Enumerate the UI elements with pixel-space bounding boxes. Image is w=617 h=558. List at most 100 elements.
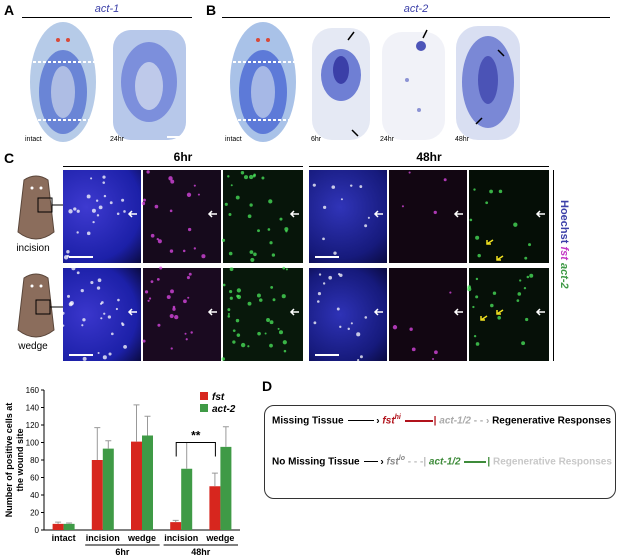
cell-dot	[350, 322, 353, 325]
group-label: 6hr	[115, 547, 130, 557]
bar-fst-3	[170, 522, 182, 530]
cell-dot	[252, 174, 256, 178]
cell-dot	[157, 323, 161, 327]
cell-dot	[347, 327, 350, 331]
cell-dot	[187, 227, 192, 232]
cell-dot	[100, 301, 104, 304]
tile-label: intact	[225, 136, 242, 143]
cell-dot	[109, 201, 113, 205]
cell-dot	[169, 249, 174, 253]
dashed-arrow-grey: - - ›	[473, 415, 490, 427]
panel-b-title: act-2	[403, 3, 429, 15]
tile-label: 24hr	[380, 136, 395, 143]
act2-6hr-image: 6hr	[308, 20, 374, 145]
cell-dot	[235, 195, 240, 200]
tile-label: 48hr	[455, 136, 470, 143]
time-header-48hr: 48hr	[416, 150, 442, 164]
cell-dot	[322, 237, 325, 241]
cell-dot	[408, 171, 411, 174]
cell-dot	[364, 316, 368, 319]
stain-fst-label: fst	[558, 246, 570, 260]
cell-dot	[86, 231, 91, 236]
cell-dot	[102, 355, 107, 360]
cell-dot	[318, 273, 322, 276]
cell-dot	[110, 332, 114, 336]
cell-dot	[69, 301, 74, 306]
act2-48hr-image: 48hr	[452, 20, 524, 145]
cell-dot	[364, 224, 368, 228]
cell-dot	[489, 189, 493, 194]
cell-dot	[256, 293, 261, 298]
legend-swatch-fst	[200, 392, 208, 400]
cell-dot	[117, 298, 120, 302]
significance-label: **	[191, 429, 201, 443]
cell-dot	[513, 222, 518, 227]
cell-dot	[221, 357, 225, 361]
cell-dot	[121, 198, 125, 202]
inhibit-bar-green-icon: |	[487, 456, 491, 468]
cell-dot	[186, 276, 190, 280]
row-label-incision: incision	[16, 243, 50, 254]
cell-dot	[285, 268, 288, 271]
cell-dot	[63, 324, 65, 327]
wound-arrow-icon	[453, 210, 463, 218]
cell-dot	[86, 194, 91, 199]
x-category-label: incision	[164, 533, 198, 543]
cell-dot	[497, 315, 501, 320]
cell-dot	[107, 315, 112, 319]
response-active: Regenerative Responses	[492, 415, 612, 427]
cell-dot	[240, 171, 245, 175]
cell-dot	[103, 312, 106, 315]
cell-dot	[76, 231, 79, 234]
cell-dot	[249, 174, 254, 180]
cell-dot	[168, 176, 173, 181]
cell-dot	[193, 184, 196, 187]
legend-label-act-2: act-2	[212, 404, 236, 415]
wound-arrow-icon	[207, 308, 217, 316]
cell-dot	[272, 298, 276, 302]
micrograph-overlay	[63, 170, 545, 362]
y-tick-label: 160	[26, 386, 40, 395]
cell-dot	[516, 299, 520, 302]
cell-dot	[528, 243, 532, 247]
cell-dot	[229, 296, 233, 300]
cell-dot	[63, 311, 65, 315]
cell-dot	[141, 201, 146, 206]
micrograph-48hr-wedge-hoechst	[309, 268, 387, 361]
cell-dot	[313, 321, 317, 325]
cell-dot	[68, 209, 73, 214]
cell-dot	[82, 318, 86, 322]
cell-dot	[409, 327, 413, 331]
tile-label: 24hr	[110, 136, 125, 143]
cell-dot	[227, 312, 230, 316]
cell-dot	[170, 347, 173, 350]
y-tick-label: 100	[26, 439, 40, 448]
micrograph-6hr-wedge-hoechst	[63, 268, 141, 361]
cell-dot	[475, 235, 480, 240]
cell-dot	[449, 291, 452, 294]
cell-dot	[339, 325, 342, 329]
cell-dot	[249, 203, 253, 207]
micrograph-48hr-wedge-act2	[469, 268, 549, 361]
cell-dot	[174, 314, 179, 320]
cell-dot	[359, 355, 363, 359]
cell-dot	[475, 342, 480, 346]
cell-dot	[227, 175, 230, 178]
y-tick-label: 80	[30, 456, 39, 465]
cell-dot	[197, 193, 200, 196]
x-category-label: intact	[52, 533, 76, 543]
wound-arrow-icon	[535, 210, 545, 218]
y-tick-label: 0	[35, 526, 40, 535]
cell-dot	[146, 170, 150, 174]
cell-dot	[81, 324, 84, 327]
y-tick-label: 20	[30, 509, 39, 518]
cell-dot	[97, 351, 100, 354]
wound-arrow-icon	[535, 308, 545, 316]
cell-dot	[103, 194, 107, 198]
cell-dot	[76, 271, 80, 275]
yellow-arrow-icon	[496, 309, 504, 315]
cell-dot	[100, 317, 103, 320]
sup-hi: hi	[394, 414, 401, 421]
gene-act-active: act-1/2	[428, 456, 461, 468]
legend-label-fst: fst	[212, 392, 225, 403]
